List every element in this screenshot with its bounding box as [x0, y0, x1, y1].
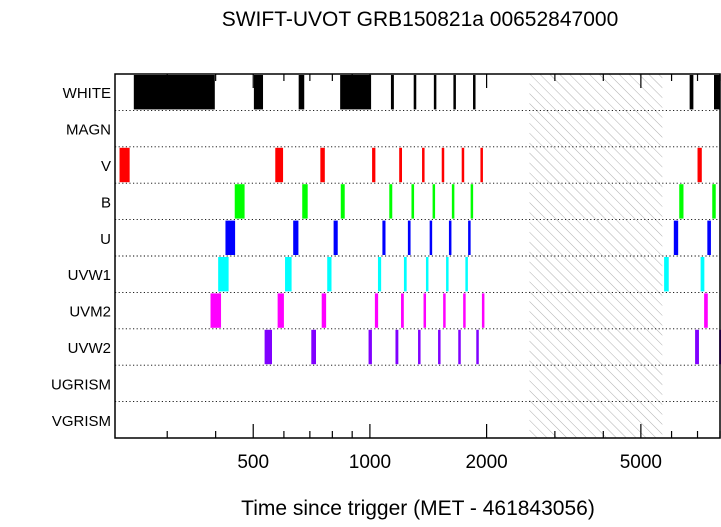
- exposure-bar-uvm2: [321, 293, 327, 328]
- x-axis-ticks: 500 1000 2000 5000: [166, 74, 721, 473]
- exposure-bar-white: [433, 75, 437, 110]
- exposure-bar-white: [413, 75, 417, 110]
- row-label-uvw2: UVW2: [68, 340, 111, 357]
- exposure-bar-uvw2: [418, 329, 421, 365]
- row-label-v: V: [101, 158, 111, 175]
- exposure-bar-white: [253, 75, 264, 110]
- exposure-bar-u: [707, 220, 711, 255]
- gap-layer: [529, 74, 663, 438]
- exposure-bar-v: [119, 147, 130, 183]
- exposure-bar-b: [451, 184, 455, 219]
- exposure-bar-uvm2: [443, 293, 446, 328]
- exposure-bar-b: [234, 184, 245, 219]
- row-label-white: WHITE: [63, 85, 111, 102]
- exposure-bar-uvw2: [311, 329, 317, 365]
- exposure-bar-uvw1: [327, 257, 332, 292]
- exposure-bar-b: [470, 184, 474, 219]
- exposure-bar-uvw1: [218, 257, 229, 292]
- x-tick-label: 5000: [620, 452, 662, 473]
- exposure-bar-uvm2: [210, 293, 222, 328]
- row-label-u: U: [100, 231, 111, 248]
- exposure-bar-v: [275, 147, 284, 183]
- exposure-bar-u: [225, 220, 236, 255]
- exposure-bar-uvm2: [704, 293, 708, 328]
- exposure-bar-uvw1: [403, 257, 407, 292]
- exposure-bar-v: [480, 147, 483, 183]
- exposure-bar-uvw2: [458, 329, 461, 365]
- row-label-ugrism: UGRISM: [51, 376, 111, 393]
- exposure-bar-v: [441, 147, 445, 183]
- x-axis-label: Time since trigger (MET - 461843056): [241, 497, 595, 520]
- exposure-bar-v: [320, 147, 325, 183]
- exposure-bar-v: [461, 147, 465, 183]
- exposure-bar-b: [389, 184, 393, 219]
- exposure-bar-v: [422, 147, 425, 183]
- exposure-bar-uvw1: [465, 257, 468, 292]
- exposure-bar-uvw2: [695, 329, 699, 365]
- exposure-bar-white: [689, 75, 694, 110]
- exposure-bar-uvm2: [277, 293, 284, 328]
- exposure-bar-u: [448, 220, 452, 255]
- exposure-bar-white: [298, 75, 305, 110]
- exposure-bar-uvm2: [463, 293, 466, 328]
- exposure-bar-uvw1: [285, 257, 292, 292]
- exposure-bar-uvm2: [423, 293, 427, 328]
- exposure-bar-white: [473, 75, 476, 110]
- exposure-bar-u: [333, 220, 338, 255]
- exposure-bar-v: [697, 147, 702, 183]
- exposure-bar-uvw2: [264, 329, 272, 365]
- exposure-bar-u: [673, 220, 679, 255]
- exposure-bar-b: [712, 184, 716, 219]
- row-label-magn: MAGN: [66, 122, 111, 139]
- exposure-bar-v: [399, 147, 403, 183]
- x-tick-label: 500: [237, 452, 269, 473]
- exposure-bar-b: [432, 184, 436, 219]
- exposure-bar-uvw1: [446, 257, 449, 292]
- exposure-bar-uvw2: [476, 329, 479, 365]
- exposure-bar-uvw1: [377, 257, 382, 292]
- exposure-bar-uvm2: [374, 293, 379, 328]
- exposure-bar-b: [302, 184, 308, 219]
- exposure-bar-uvw2: [438, 329, 441, 365]
- exposure-bar-white: [133, 75, 215, 110]
- x-tick-label: 1000: [349, 452, 391, 473]
- exposure-bar-uvw1: [664, 257, 669, 292]
- exposure-bar-uvw1: [425, 257, 429, 292]
- exposure-bar-u: [429, 220, 433, 255]
- row-separators: [115, 109, 720, 403]
- row-label-b: B: [101, 194, 111, 211]
- chart-title: SWIFT-UVOT GRB150821a 00652847000: [222, 8, 619, 31]
- exposure-bar-b: [340, 184, 345, 219]
- exposure-bar-white: [714, 75, 720, 110]
- exposure-bar-u: [407, 220, 411, 255]
- exposure-bar-uvw2: [368, 329, 372, 365]
- x-tick-label: 2000: [465, 452, 507, 473]
- exposure-bar-v: [372, 147, 376, 183]
- row-label-uvm2: UVM2: [69, 304, 111, 321]
- exposure-bar-u: [468, 220, 471, 255]
- exposure-bar-b: [411, 184, 415, 219]
- plot-frame: [114, 73, 721, 439]
- exposure-bar-uvw1: [700, 257, 705, 292]
- exposure-bar-white: [340, 75, 372, 110]
- exposure-bar-u: [293, 220, 299, 255]
- exposure-bar-white: [453, 75, 456, 110]
- exposure-bar-b: [679, 184, 684, 219]
- exposure-bar-white: [390, 75, 394, 110]
- row-label-uvw1: UVW1: [68, 267, 111, 284]
- row-label-vgrism: VGRISM: [52, 413, 111, 430]
- row-labels: WHITE MAGN V B U UVW1 UVM2 UVW2 UGRISM VGRISM: [51, 85, 111, 430]
- exposure-bar-uvm2: [401, 293, 404, 328]
- exposure-bar-u: [382, 220, 386, 255]
- exposure-bar-uvw2: [395, 329, 399, 365]
- observing-gap: [529, 74, 663, 438]
- exposure-bar-uvm2: [481, 293, 485, 328]
